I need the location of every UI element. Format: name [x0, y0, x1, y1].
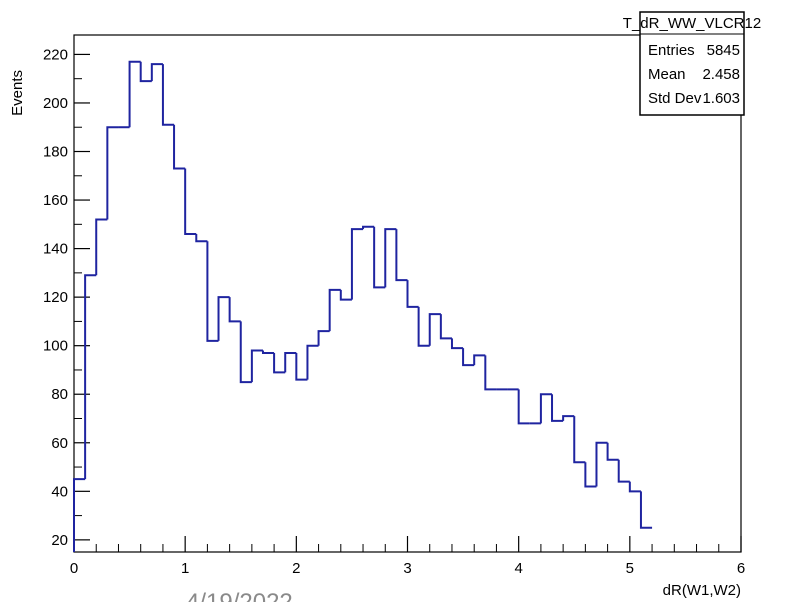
histogram-bin: [539, 393, 553, 424]
histogram-bin: [284, 351, 297, 373]
histogram-bin: [84, 274, 97, 480]
histogram-bin: [261, 350, 275, 354]
stats-box: T_dR_WW_VLCR12 Entries 5845 Mean 2.458 S…: [623, 11, 761, 116]
histogram-bin: [517, 389, 530, 425]
y-tick-label: 140: [43, 241, 68, 258]
stats-box-frame: [639, 11, 745, 116]
x-tick-label: 0: [70, 560, 78, 577]
histogram-bin: [95, 218, 108, 276]
histogram-bin: [384, 228, 397, 288]
footer-date: 4/19/2022: [186, 589, 293, 602]
histogram-bin: [295, 352, 308, 381]
stats-label-mean: Mean: [648, 66, 686, 83]
histogram-bin: [195, 234, 208, 243]
y-tick-label: 60: [51, 435, 68, 452]
y-axis-title: Events: [9, 70, 26, 116]
y-tick-label: 80: [51, 386, 68, 403]
histogram-bin: [484, 355, 497, 391]
histogram-bin: [584, 462, 597, 488]
histogram-bin: [206, 241, 219, 342]
histogram-bin: [373, 226, 386, 289]
histogram-bin: [362, 225, 375, 230]
histogram-bin: [617, 459, 630, 483]
histogram-bin: [306, 344, 319, 380]
stats-value-entries: 5845: [707, 42, 740, 59]
histogram-bin: [161, 64, 175, 126]
histogram-bin: [473, 354, 486, 366]
y-tick-label: 20: [51, 532, 68, 549]
histogram-bin: [417, 306, 430, 347]
histogram-bin: [350, 228, 364, 300]
histogram-bin: [106, 126, 119, 220]
y-axis-ticks: 20 40 60 80 100 120 140 160 180 200 220: [43, 46, 90, 549]
x-tick-label: 2: [292, 560, 300, 577]
x-tick-label: 6: [737, 560, 745, 577]
y-tick-label: 160: [43, 192, 68, 209]
histogram-bin: [573, 416, 586, 464]
histogram-bin: [217, 296, 230, 341]
stats-label-stddev: Std Dev: [648, 90, 702, 107]
x-axis-title: dR(W1,W2): [663, 582, 741, 599]
x-tick-label: 3: [403, 560, 411, 577]
histogram-bin: [628, 481, 641, 493]
histogram-bin: [339, 289, 352, 301]
histogram-bin: [250, 349, 263, 383]
x-axis-ticks: 0 1 2 3 4 5 6: [70, 536, 745, 577]
histogram-bin: [317, 330, 330, 346]
y-tick-label: 100: [43, 338, 68, 355]
histogram-bin: [239, 321, 252, 384]
stats-value-mean: 2.458: [702, 66, 740, 83]
x-tick-label: 1: [181, 560, 189, 577]
histogram-bin: [150, 63, 163, 82]
stats-box-name: T_dR_WW_VLCR12: [623, 15, 761, 32]
y-tick-label: 200: [43, 95, 68, 112]
y-tick-label: 180: [43, 144, 68, 161]
histogram-bin: [139, 61, 152, 83]
stats-label-entries: Entries: [648, 42, 695, 59]
histogram-series: [73, 60, 653, 552]
histogram-bin: [395, 229, 408, 282]
histogram-bin: [551, 394, 564, 422]
y-tick-label: 120: [43, 289, 68, 306]
histogram-bin: [328, 288, 341, 332]
histogram-bin: [273, 352, 286, 374]
x-tick-label: 5: [626, 560, 634, 577]
histogram-bin: [639, 491, 653, 529]
histogram-bin: [228, 297, 241, 323]
x-tick-label: 4: [514, 560, 522, 577]
histogram-bin: [562, 415, 575, 421]
histogram-bin: [450, 338, 464, 350]
y-tick-label: 40: [51, 483, 68, 500]
histogram-bin: [428, 313, 441, 346]
stats-value-stddev: 1.603: [702, 90, 740, 107]
histogram-bin: [128, 60, 141, 128]
histogram-bin: [595, 441, 608, 487]
histogram-bin: [462, 348, 475, 367]
histogram-bin: [173, 124, 186, 170]
histogram-bin: [439, 314, 452, 340]
y-tick-label: 220: [43, 46, 68, 63]
histogram-bin: [606, 442, 619, 461]
histogram-bin: [184, 168, 197, 236]
histogram-bin: [406, 280, 419, 308]
histogram-bin: [73, 478, 86, 552]
